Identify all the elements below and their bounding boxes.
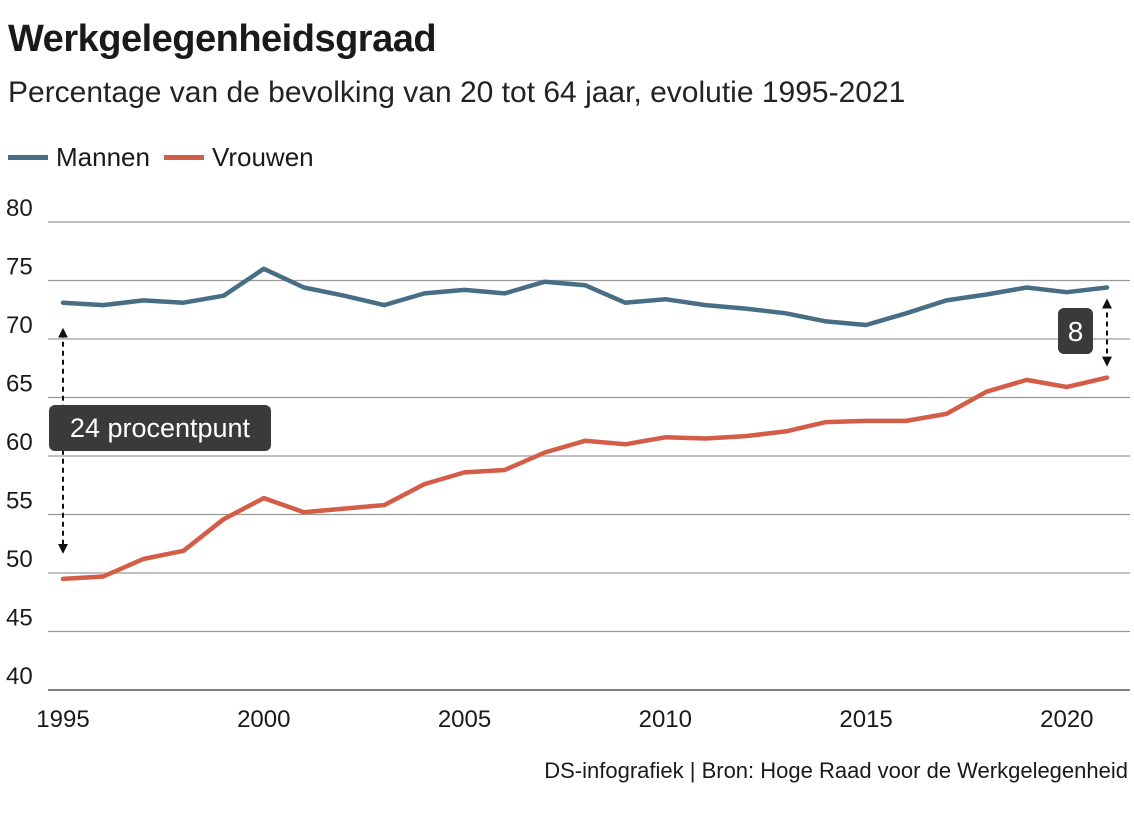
chart-title: Werkgelegenheidsgraad [8, 18, 437, 60]
source-note: DS-infografiek | Bron: Hoge Raad voor de… [544, 758, 1128, 783]
y-tick-label-70: 70 [6, 312, 33, 339]
annotation-badge-1995 [49, 405, 271, 451]
annotation-label-1995: 24 procentpunt [70, 413, 251, 443]
legend-item-mannen: Mannen [8, 142, 150, 173]
y-tick-label-40: 40 [6, 663, 33, 690]
y-tick-label-45: 45 [6, 605, 33, 632]
y-tick-label-80: 80 [6, 195, 33, 222]
y-tick-label-55: 55 [6, 488, 33, 515]
x-tick-label-1995: 1995 [36, 706, 89, 733]
y-tick-label-60: 60 [6, 429, 33, 456]
legend-swatch-vrouwen [163, 155, 204, 160]
chart-subtitle: Percentage van de bevolking van 20 tot 6… [8, 76, 906, 109]
legend-swatch-mannen [8, 155, 48, 160]
x-tick-label-2010: 2010 [639, 706, 692, 733]
x-tick-label-2015: 2015 [839, 706, 892, 733]
x-tick-label-2005: 2005 [438, 706, 491, 733]
legend: Mannen Vrouwen [8, 142, 328, 173]
annotation-label-2021: 8 [1068, 316, 1084, 347]
x-tick-label-2000: 2000 [237, 706, 290, 733]
legend-label-vrouwen: Vrouwen [211, 142, 314, 172]
y-tick-label-65: 65 [6, 371, 33, 398]
series-line-vrouwen [60, 375, 1110, 582]
y-tick-label-75: 75 [6, 254, 33, 281]
annotation-badge-2021 [1058, 308, 1093, 354]
y-tick-label-50: 50 [6, 546, 33, 573]
x-tick-label-2020: 2020 [1040, 706, 1093, 733]
legend-item-vrouwen: Vrouwen [163, 142, 314, 173]
legend-label-mannen: Mannen [56, 142, 150, 172]
series-line-mannen [60, 266, 1110, 328]
